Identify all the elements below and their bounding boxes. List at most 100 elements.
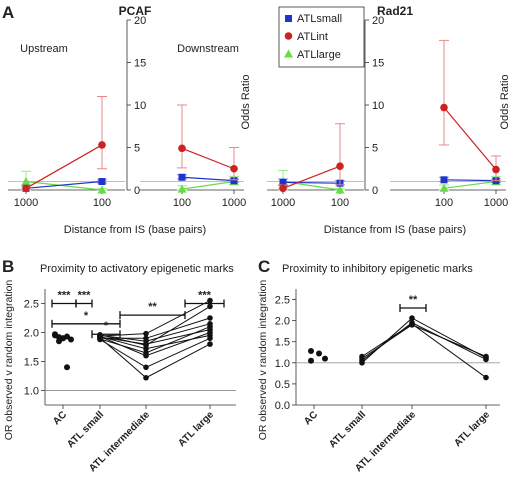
rad21-ylabel: Odds Ratio — [499, 74, 511, 129]
panel-c-paired-line — [361, 322, 487, 362]
panel-c-paired-line — [361, 323, 487, 378]
int-series-line — [443, 107, 497, 170]
pcaf-ylabel: Odds Ratio — [240, 74, 252, 129]
panel-b-category-label: ATL small — [65, 409, 106, 450]
panel-c-ac-point — [308, 348, 314, 355]
atlint-point — [22, 184, 30, 193]
panel-c-category-label: ATL large — [452, 409, 492, 449]
x-tick-label: 100 — [93, 197, 111, 209]
rad21-y-tick-label: 15 — [372, 58, 384, 70]
x-tick-label: 1000 — [14, 197, 38, 209]
upstream-label: Upstream — [20, 43, 68, 55]
atlsmall-point — [279, 178, 287, 186]
panel-b-paired-point — [207, 335, 213, 342]
panel-b-paired-point — [207, 323, 213, 330]
atlint-point — [230, 164, 238, 173]
legend: ATLsmall ATLint ATLlarge — [278, 6, 365, 68]
atlint-point — [178, 144, 186, 153]
panel-b-paired-point — [143, 330, 149, 337]
panel-b-ac-point — [68, 336, 74, 343]
x-tick-label: 1000 — [222, 197, 246, 209]
panel-c-paired-line — [361, 317, 487, 364]
atllarge-point — [21, 177, 31, 185]
panel-b-title: Proximity to activatory epigenetic marks — [40, 263, 234, 275]
atlint-point — [98, 141, 106, 149]
rad21-y-tick-label: 20 — [372, 15, 384, 27]
panel-b-paired-point — [207, 329, 213, 336]
panel-c-ylabel: OR observed v random integration — [257, 280, 269, 441]
pcaf-title: PCAF — [119, 4, 152, 18]
legend-marker-small — [285, 15, 292, 22]
panel-b-significance-label: * — [104, 320, 109, 332]
panel-c-significance-label: ** — [409, 294, 418, 306]
panel-b-category-label: ATL large — [176, 409, 216, 449]
panel-b-ac-point — [64, 364, 70, 371]
panel-b-significance-label: *** — [198, 290, 212, 302]
rad21-y-tick-label: 10 — [372, 100, 384, 112]
atlint-point — [440, 103, 448, 112]
atllarge-point — [439, 183, 449, 192]
panel-b-significance-label: ** — [148, 301, 157, 313]
large-series-line — [181, 180, 235, 190]
atlsmall-point — [230, 177, 238, 185]
panel-b-paired-point — [207, 315, 213, 321]
panel-c-paired-point — [483, 374, 489, 381]
panel-b-ac-point — [52, 331, 58, 338]
panel-c-paired-point — [359, 353, 365, 360]
x-tick-label: 100 — [331, 197, 349, 209]
panel-c-ac-point — [308, 357, 314, 364]
atlint-point — [492, 165, 500, 174]
panel-c-paired-line — [361, 324, 487, 360]
panel-b-paired-point — [143, 364, 149, 371]
panel-b-paired-point — [207, 303, 213, 310]
legend-marker-int — [284, 32, 293, 40]
panel-c-y-tick-label: 2.5 — [275, 295, 290, 307]
pcaf-xlabel: Distance from IS (base pairs) — [64, 224, 206, 236]
atlsmall-point — [98, 178, 106, 185]
pcaf-y-tick-label: 0 — [134, 185, 140, 197]
legend-label-large: ATLlarge — [297, 49, 341, 61]
small-series-line — [25, 180, 103, 189]
panel-b-paired-line — [99, 329, 211, 345]
panel-c-paired-point — [483, 353, 489, 360]
rad21-title: Rad21 — [377, 4, 413, 18]
panel-b-y-tick-label: 1.5 — [24, 357, 39, 369]
pcaf-y-tick-label: 15 — [134, 58, 146, 70]
panel-c-y-tick-label: 1.0 — [275, 358, 290, 370]
legend-label-int: ATLint — [297, 31, 328, 43]
panel-b-paired-point — [207, 341, 213, 347]
downstream-label: Downstream — [177, 43, 239, 55]
atllarge-point — [97, 185, 107, 194]
x-tick-label: 1000 — [271, 197, 295, 209]
pcaf-y-tick-label: 5 — [134, 143, 140, 155]
panel-b-ac-point — [60, 335, 66, 342]
int-series-line — [25, 144, 103, 189]
x-tick-label: 1000 — [484, 197, 508, 209]
panel-letter-a: A — [2, 3, 14, 22]
panel-c-category-label: ATL small — [327, 409, 368, 450]
atllarge-point — [335, 185, 345, 194]
int-series-line — [181, 147, 235, 170]
atlsmall-point — [178, 173, 186, 181]
panel-b-paired-point — [143, 335, 149, 342]
pcaf-y-tick-label: 10 — [134, 100, 146, 112]
panel-b-category-label: AC — [51, 409, 69, 427]
large-series-line — [25, 180, 103, 191]
x-tick-label: 100 — [435, 197, 453, 209]
small-series-line — [282, 181, 341, 184]
legend-label-small: ATLsmall — [297, 13, 342, 25]
atllarge-point — [177, 184, 187, 193]
small-series-line — [443, 179, 497, 182]
panel-b-paired-point — [143, 350, 149, 356]
panel-c-y-tick-label: 1.5 — [275, 337, 290, 349]
legend-marker-large — [284, 49, 293, 58]
panel-c-y-tick-label: 2.0 — [275, 316, 290, 328]
panel-c-ac-point — [316, 350, 322, 357]
rad21-xlabel: Distance from IS (base pairs) — [324, 224, 466, 236]
panel-b-y-tick-label: 2.0 — [24, 328, 39, 340]
panel-b-ylabel: OR observed v random integration — [3, 280, 15, 441]
small-series-line — [181, 176, 235, 182]
panel-c-paired-point — [409, 315, 415, 321]
